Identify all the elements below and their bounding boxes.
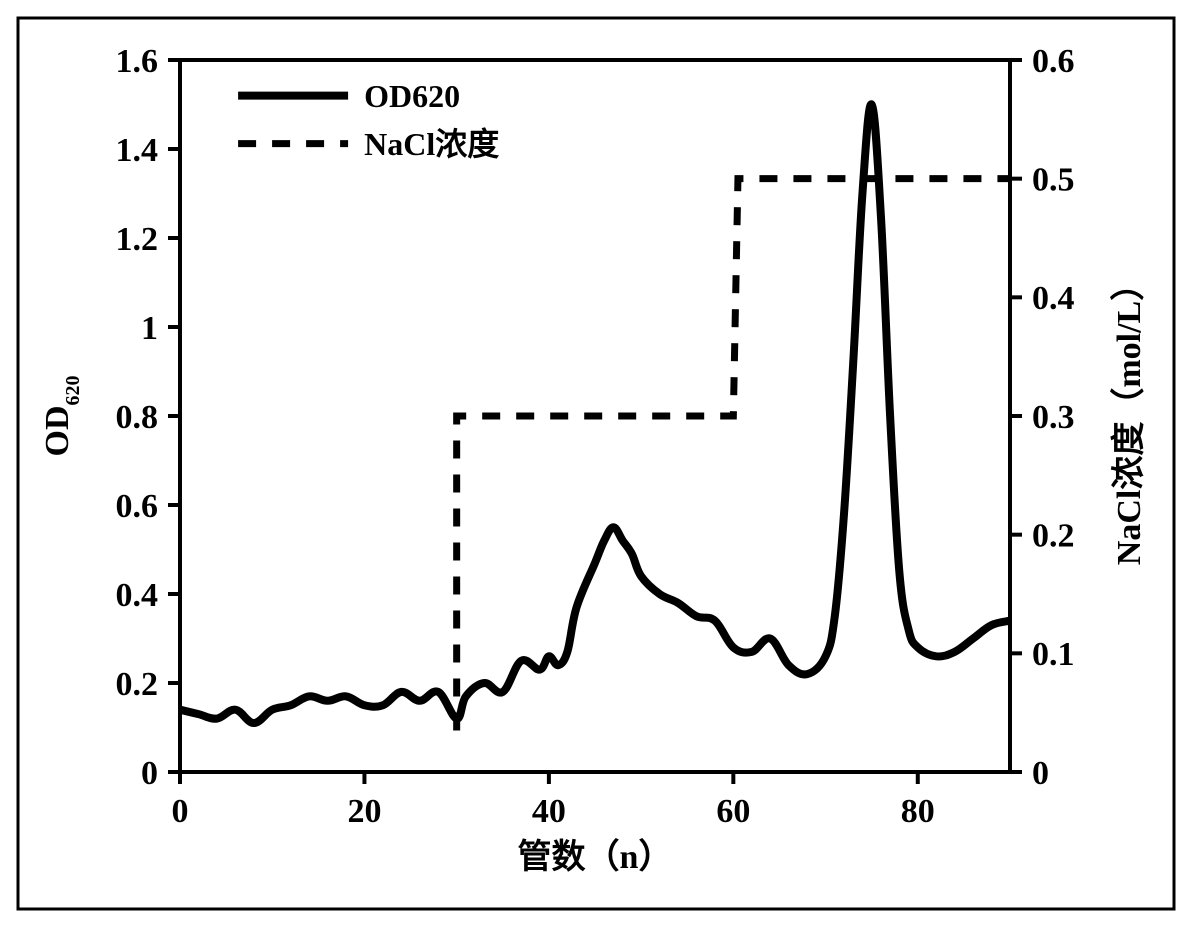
legend-label: NaCl浓度 [364,126,499,162]
y-right-tick-label: 0 [1032,755,1049,792]
y-right-tick-label: 0.6 [1032,43,1075,80]
y-left-axis-label: OD620 [39,376,84,457]
y-left-tick-label: 0.4 [116,577,159,614]
y-left-tick-label: 0.2 [116,666,159,703]
legend-label: OD620 [364,78,460,114]
y-left-tick-label: 1 [141,310,158,347]
y-left-tick-label: 1.6 [116,43,159,80]
legend: OD620 NaCl浓度 [238,78,499,162]
y-right-axis-label: NaCl浓度（mol/L） [1109,267,1148,565]
y-left-tick-label: 0.8 [116,399,159,436]
x-tick-label: 80 [901,793,935,830]
chart-container: 0 20 40 60 80 管数（n） 0 0.2 0.4 0.6 0.8 1 1.2 1.4 1.6 OD6… [0,0,1192,927]
y-left-tick-label: 0.6 [116,488,159,525]
y-left-tick-label: 1.2 [116,221,159,258]
y-right-tick-label: 0.1 [1032,636,1075,673]
x-tick-label: 40 [532,793,566,830]
svg-text:OD620: OD620 [39,376,84,457]
x-tick-label: 60 [716,793,750,830]
x-tick-label: 0 [172,793,189,830]
outer-frame [18,18,1174,909]
x-axis-label: 管数（n） [518,837,673,876]
chart-svg: 0 20 40 60 80 管数（n） 0 0.2 0.4 0.6 0.8 1 1.2 1.4 1.6 OD6… [0,0,1192,927]
y-right-tick-label: 0.4 [1032,280,1075,317]
y-right-tick-label: 0.2 [1032,518,1075,555]
y-left-tick-label: 0 [141,755,158,792]
y-right-tick-label: 0.5 [1032,162,1075,199]
y-right-tick-label: 0.3 [1032,399,1075,436]
x-tick-label: 20 [347,793,381,830]
y-left-tick-label: 1.4 [116,132,159,169]
